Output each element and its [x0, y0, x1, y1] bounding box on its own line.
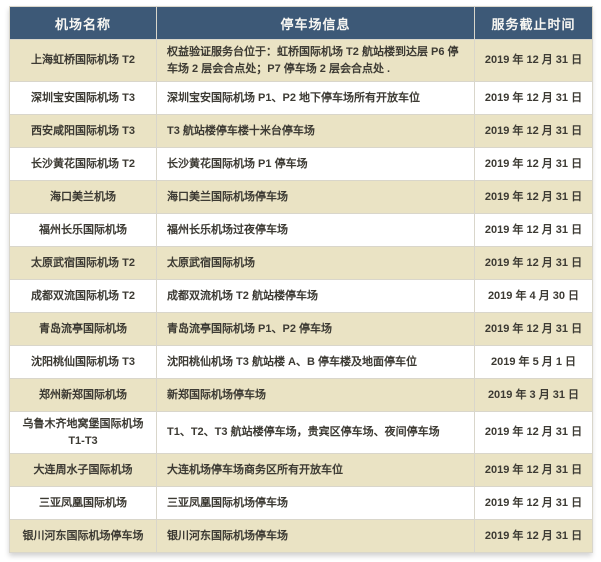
deadline-cell: 2019 年 12 月 31 日 — [474, 39, 593, 82]
parking-info-cell: 深圳宝安国际机场 P1、P2 地下停车场所有开放车位 — [156, 81, 475, 115]
table-header: 机场名称 停车场信息 服务截止时间 — [9, 6, 593, 40]
parking-info-cell: 青岛流亭国际机场 P1、P2 停车场 — [156, 312, 475, 346]
deadline-cell: 2019 年 12 月 31 日 — [474, 213, 593, 247]
table-row: 银川河东国际机场停车场 银川河东国际机场停车场 2019 年 12 月 31 日 — [9, 519, 593, 553]
parking-info-cell: 福州长乐机场过夜停车场 — [156, 213, 475, 247]
airport-name-cell: 长沙黄花国际机场 T2 — [9, 147, 157, 181]
parking-info-cell: 新郑国际机场停车场 — [156, 378, 475, 412]
deadline-cell: 2019 年 12 月 31 日 — [474, 519, 593, 553]
parking-info-cell: 银川河东国际机场停车场 — [156, 519, 475, 553]
parking-info-cell: 长沙黄花国际机场 P1 停车场 — [156, 147, 475, 181]
table-row: 上海虹桥国际机场 T2 权益验证服务台位于：虹桥国际机场 T2 航站楼到达层 P… — [9, 39, 593, 82]
airport-name-cell: 三亚凤凰国际机场 — [9, 486, 157, 520]
parking-info-cell: 沈阳桃仙机场 T3 航站楼 A、B 停车楼及地面停车位 — [156, 345, 475, 379]
deadline-cell: 2019 年 3 月 31 日 — [474, 378, 593, 412]
table-row: 青岛流亭国际机场 青岛流亭国际机场 P1、P2 停车场 2019 年 12 月 … — [9, 312, 593, 346]
column-header-service-deadline: 服务截止时间 — [474, 6, 593, 40]
airport-name-cell: 郑州新郑国际机场 — [9, 378, 157, 412]
column-header-airport-name: 机场名称 — [9, 6, 157, 40]
deadline-cell: 2019 年 12 月 31 日 — [474, 81, 593, 115]
deadline-cell: 2019 年 12 月 31 日 — [474, 411, 593, 454]
airport-name-cell: 银川河东国际机场停车场 — [9, 519, 157, 553]
deadline-cell: 2019 年 12 月 31 日 — [474, 114, 593, 148]
table-row: 沈阳桃仙国际机场 T3 沈阳桃仙机场 T3 航站楼 A、B 停车楼及地面停车位 … — [9, 345, 593, 379]
table-row: 成都双流国际机场 T2 成都双流机场 T2 航站楼停车场 2019 年 4 月 … — [9, 279, 593, 313]
table-row: 大连周水子国际机场 大连机场停车场商务区所有开放车位 2019 年 12 月 3… — [9, 453, 593, 487]
deadline-cell: 2019 年 12 月 31 日 — [474, 453, 593, 487]
deadline-cell: 2019 年 12 月 31 日 — [474, 246, 593, 280]
airport-name-cell: 西安咸阳国际机场 T3 — [9, 114, 157, 148]
table-row: 三亚凤凰国际机场 三亚凤凰国际机场停车场 2019 年 12 月 31 日 — [9, 486, 593, 520]
parking-info-cell: 太原武宿国际机场 — [156, 246, 475, 280]
airport-name-cell: 沈阳桃仙国际机场 T3 — [9, 345, 157, 379]
parking-info-cell: T1、T2、T3 航站楼停车场，贵宾区停车场、夜间停车场 — [156, 411, 475, 454]
table-header-row: 机场名称 停车场信息 服务截止时间 — [9, 6, 593, 40]
table-row: 福州长乐国际机场 福州长乐机场过夜停车场 2019 年 12 月 31 日 — [9, 213, 593, 247]
table-row: 乌鲁木齐地窝堡国际机场 T1-T3 T1、T2、T3 航站楼停车场，贵宾区停车场… — [9, 411, 593, 454]
column-header-parking-info: 停车场信息 — [156, 6, 475, 40]
parking-info-cell: 海口美兰国际机场停车场 — [156, 180, 475, 214]
airport-name-cell: 乌鲁木齐地窝堡国际机场 T1-T3 — [9, 411, 157, 454]
airport-name-cell: 太原武宿国际机场 T2 — [9, 246, 157, 280]
parking-info-cell: 权益验证服务台位于：虹桥国际机场 T2 航站楼到达层 P6 停车场 2 层会合点… — [156, 39, 475, 82]
airport-parking-table: 机场名称 停车场信息 服务截止时间 上海虹桥国际机场 T2 权益验证服务台位于：… — [9, 6, 593, 553]
airport-name-cell: 海口美兰机场 — [9, 180, 157, 214]
table-row: 郑州新郑国际机场 新郑国际机场停车场 2019 年 3 月 31 日 — [9, 378, 593, 412]
table-row: 太原武宿国际机场 T2 太原武宿国际机场 2019 年 12 月 31 日 — [9, 246, 593, 280]
table-row: 海口美兰机场 海口美兰国际机场停车场 2019 年 12 月 31 日 — [9, 180, 593, 214]
airport-name-cell: 深圳宝安国际机场 T3 — [9, 81, 157, 115]
parking-info-cell: 大连机场停车场商务区所有开放车位 — [156, 453, 475, 487]
airport-name-cell: 福州长乐国际机场 — [9, 213, 157, 247]
parking-info-table: 机场名称 停车场信息 服务截止时间 上海虹桥国际机场 T2 权益验证服务台位于：… — [9, 6, 593, 553]
table-row: 深圳宝安国际机场 T3 深圳宝安国际机场 P1、P2 地下停车场所有开放车位 2… — [9, 81, 593, 115]
deadline-cell: 2019 年 12 月 31 日 — [474, 486, 593, 520]
table-body: 上海虹桥国际机场 T2 权益验证服务台位于：虹桥国际机场 T2 航站楼到达层 P… — [9, 39, 593, 553]
deadline-cell: 2019 年 12 月 31 日 — [474, 312, 593, 346]
airport-name-cell: 青岛流亭国际机场 — [9, 312, 157, 346]
table-row: 西安咸阳国际机场 T3 T3 航站楼停车楼十米台停车场 2019 年 12 月 … — [9, 114, 593, 148]
airport-name-cell: 成都双流国际机场 T2 — [9, 279, 157, 313]
table-row: 长沙黄花国际机场 T2 长沙黄花国际机场 P1 停车场 2019 年 12 月 … — [9, 147, 593, 181]
parking-info-cell: T3 航站楼停车楼十米台停车场 — [156, 114, 475, 148]
deadline-cell: 2019 年 12 月 31 日 — [474, 180, 593, 214]
airport-name-cell: 大连周水子国际机场 — [9, 453, 157, 487]
deadline-cell: 2019 年 5 月 1 日 — [474, 345, 593, 379]
airport-name-cell: 上海虹桥国际机场 T2 — [9, 39, 157, 82]
deadline-cell: 2019 年 4 月 30 日 — [474, 279, 593, 313]
deadline-cell: 2019 年 12 月 31 日 — [474, 147, 593, 181]
parking-info-cell: 成都双流机场 T2 航站楼停车场 — [156, 279, 475, 313]
parking-info-cell: 三亚凤凰国际机场停车场 — [156, 486, 475, 520]
